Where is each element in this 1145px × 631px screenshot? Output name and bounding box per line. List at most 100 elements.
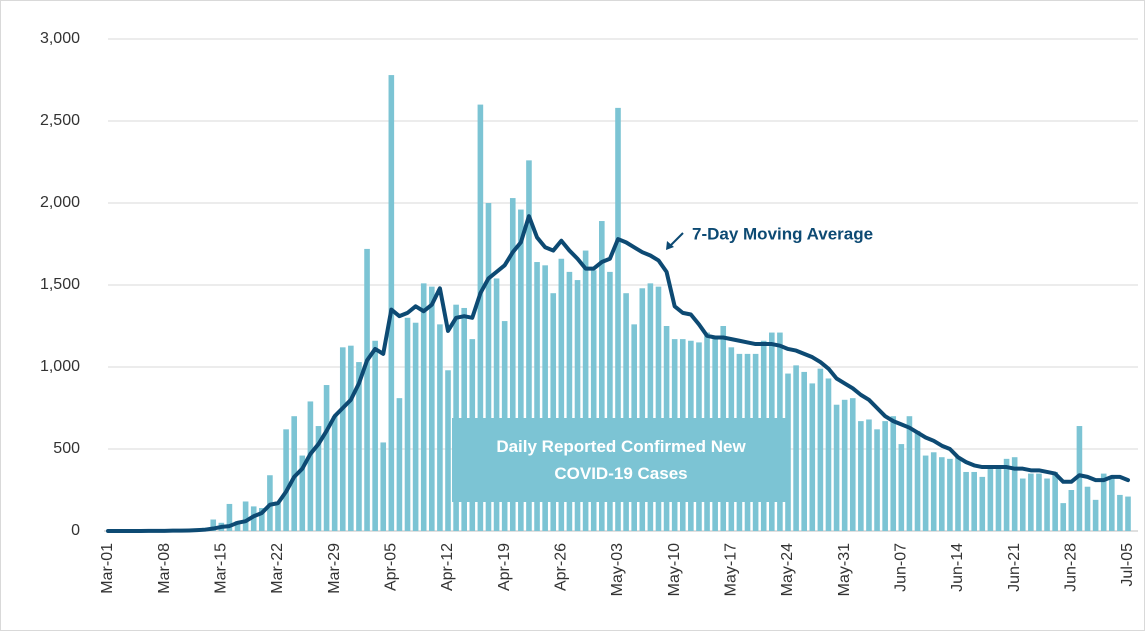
bar [364,248,370,532]
x-tick-label: Jun-07 [893,543,910,592]
x-tick-label: Mar-08 [156,543,173,594]
x-tick-label: May-17 [723,543,740,596]
x-tick-label: May-10 [666,543,683,596]
bar [226,503,233,531]
y-tick-label: 1,000 [40,358,80,375]
bar [1092,499,1099,531]
bar [429,286,435,531]
bar [639,288,646,531]
bar [882,421,888,531]
bar [518,209,524,531]
x-tick-label: Mar-01 [99,543,116,594]
y-tick-label: 0 [71,522,80,539]
bar [566,271,573,531]
bar [348,345,354,531]
bar [801,371,807,531]
bar [250,506,257,531]
bar [1003,458,1010,531]
bar-annotation: Daily Reported Confirmed New COVID-19 Ca… [452,418,790,502]
bar [210,519,217,531]
bar [1028,473,1034,531]
bar [437,324,443,531]
x-tick-label: Apr-05 [383,543,400,591]
bar [963,471,969,531]
bar [574,280,581,531]
x-tick-label: Jun-14 [949,543,966,592]
bar [825,378,832,531]
bar [331,416,338,531]
x-tick-label: Mar-29 [326,543,343,594]
bar [307,401,314,531]
bar [898,444,905,531]
bar [939,457,945,531]
x-tick-label: Apr-12 [439,543,456,591]
bar [534,262,540,531]
moving-average-line [106,214,1130,533]
bar [971,471,977,531]
bar [259,508,265,531]
bar [647,283,654,531]
x-tick-label: Mar-22 [269,543,286,594]
bar [283,429,289,531]
bar [615,107,621,531]
bar [1044,478,1050,531]
x-tick-label: Apr-19 [496,543,513,591]
bar [906,416,913,531]
bar [323,385,330,531]
y-tick-label: 3,000 [40,30,80,47]
bar [339,347,346,531]
bar [922,455,929,531]
bar [1052,471,1058,531]
bar [841,399,848,531]
bar [1060,503,1067,531]
bar [453,304,459,531]
bar [1117,494,1123,531]
bar [947,458,953,531]
bar [1068,490,1075,531]
x-tick-label: Jun-21 [1006,543,1023,592]
y-tick-label: 2,500 [40,112,80,129]
bar [866,419,872,531]
x-tick-label: May-31 [836,543,853,596]
bar [1084,486,1091,531]
bar [817,368,824,531]
bar [420,283,427,531]
bar [833,404,840,531]
bar [477,104,484,531]
bar [1076,426,1083,531]
x-tick-label: Apr-26 [553,543,570,591]
bar [412,322,419,531]
bar [356,362,362,531]
bar [890,416,897,531]
bar [930,452,937,531]
bar [979,476,986,531]
bar [914,430,921,531]
bar [793,365,799,531]
annotation-arrowhead [666,241,674,250]
bar [299,455,306,531]
bar [1036,473,1042,531]
bar [1011,457,1018,531]
bar [380,442,387,531]
bar [558,258,565,531]
bar [485,203,492,531]
bar [858,421,864,531]
line-annotation: 7-Day Moving Average [692,224,873,243]
y-tick-label: 500 [53,440,80,457]
bar [542,265,548,531]
bar [599,221,605,532]
bar [623,293,629,531]
bar [582,250,589,531]
x-tick-label: May-03 [609,543,626,596]
bar [955,457,961,531]
bar [809,383,816,531]
x-tick-label: Mar-15 [213,543,230,594]
bar [550,293,557,531]
bar [995,465,1002,531]
bar [372,340,378,531]
bar [388,75,395,531]
x-tick-label: Jul-05 [1119,543,1136,587]
bar [315,426,322,531]
bar [396,398,403,531]
